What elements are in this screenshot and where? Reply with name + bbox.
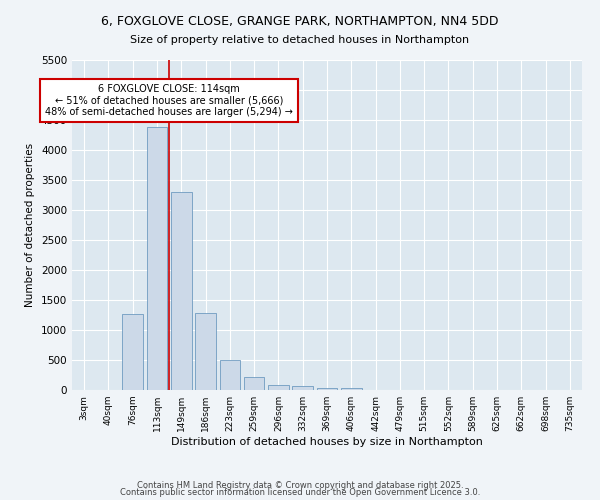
Bar <box>171 192 191 390</box>
Bar <box>292 386 313 390</box>
Bar <box>317 388 337 390</box>
Text: Contains HM Land Registry data © Crown copyright and database right 2025.: Contains HM Land Registry data © Crown c… <box>137 480 463 490</box>
Bar <box>146 127 167 390</box>
X-axis label: Distribution of detached houses by size in Northampton: Distribution of detached houses by size … <box>171 437 483 447</box>
Text: 6 FOXGLOVE CLOSE: 114sqm
← 51% of detached houses are smaller (5,666)
48% of sem: 6 FOXGLOVE CLOSE: 114sqm ← 51% of detach… <box>45 84 293 117</box>
Bar <box>122 314 143 390</box>
Y-axis label: Number of detached properties: Number of detached properties <box>25 143 35 307</box>
Text: Contains public sector information licensed under the Open Government Licence 3.: Contains public sector information licen… <box>120 488 480 497</box>
Bar <box>268 384 289 390</box>
Text: 6, FOXGLOVE CLOSE, GRANGE PARK, NORTHAMPTON, NN4 5DD: 6, FOXGLOVE CLOSE, GRANGE PARK, NORTHAMP… <box>101 15 499 28</box>
Bar <box>220 360 240 390</box>
Bar <box>341 388 362 390</box>
Bar <box>244 377 265 390</box>
Bar <box>195 313 216 390</box>
Text: Size of property relative to detached houses in Northampton: Size of property relative to detached ho… <box>130 35 470 45</box>
